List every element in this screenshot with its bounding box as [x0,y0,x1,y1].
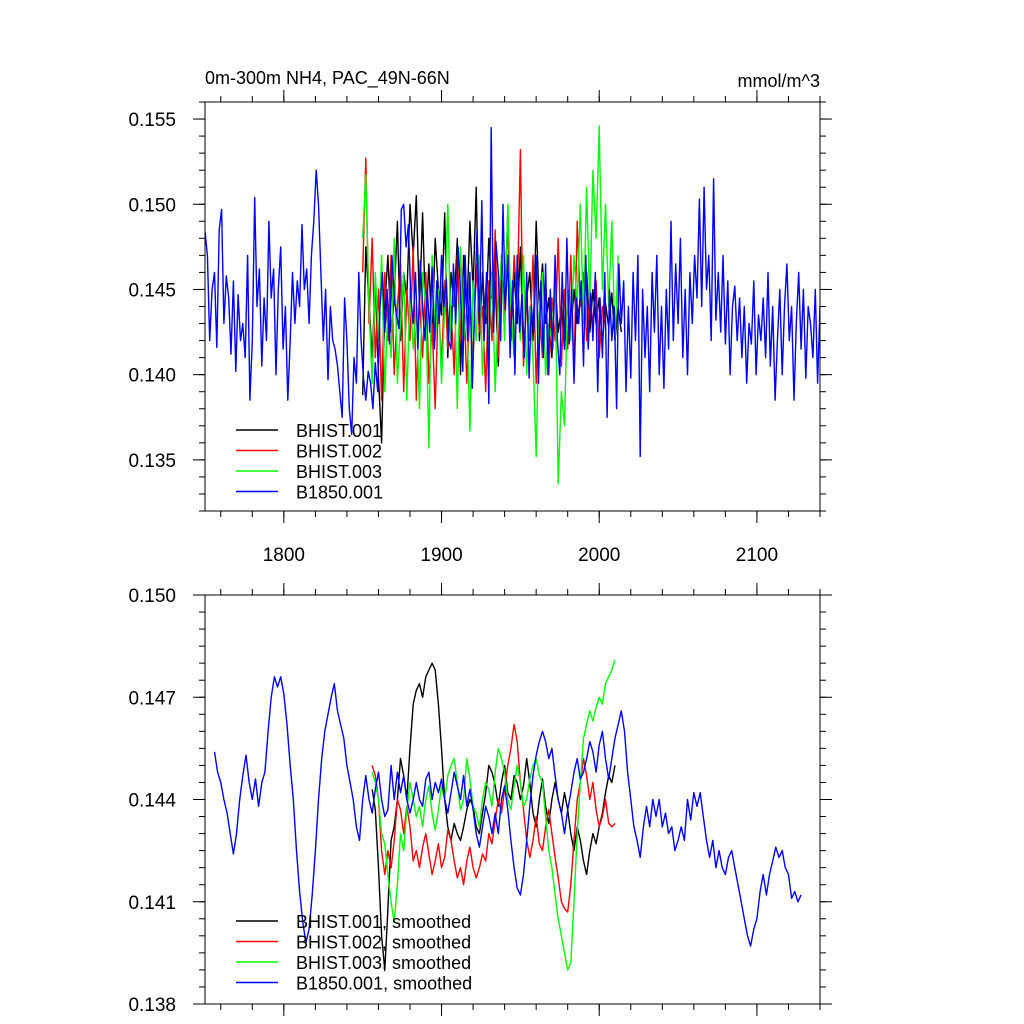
top-legend-label: BHIST.001 [296,421,382,441]
bottom-series-bhist-003-line [371,659,616,971]
top-legend-label: BHIST.003 [296,462,382,482]
top-legend-label: BHIST.002 [296,442,382,462]
top-plot-frame [204,101,821,512]
top-ytick-label: 0.135 [128,451,176,472]
bottom-legend-label: B1850.001, smoothed [296,974,472,994]
bottom-ytick-label: 0.141 [128,893,176,914]
bottom-legend-label: BHIST.003, smoothed [296,953,471,973]
bottom-ytick-label: 0.147 [128,688,176,709]
bottom-axes: 0.138 0.141 0.144 0.147 0.150 [128,583,832,1016]
bottom-series-bhist-001-line [371,662,616,971]
top-ytick-label: 0.150 [128,195,176,216]
bottom-legend-label: BHIST.002, smoothed [296,933,471,953]
top-axes: 0.135 0.140 0.145 0.150 0.155 1800 1900 2000 210… [128,90,832,566]
top-xtick-label: 1800 [263,545,305,566]
top-series-bhist-003-line [362,125,619,485]
top-ytick-label: 0.145 [128,280,176,301]
top-panel-title: 0m-300m NH4, PAC_49N-66N [205,68,450,89]
top-series-bhist-002-line [362,149,607,410]
top-panel-units: mmol/m^3 [738,71,820,91]
bottom-ytick-label: 0.138 [128,995,176,1016]
top-legend-label: B1850.001 [296,483,383,503]
top-panel: 0m-300m NH4, PAC_49N-66N mmol/m^3 0.1350… [128,68,832,566]
bottom-plot-frame [204,594,821,1005]
top-xtick-label: 2100 [736,545,778,566]
top-series-lines [205,125,820,485]
top-xtick-label: 1900 [420,545,462,566]
top-xtick-label: 2000 [578,545,620,566]
bottom-series-b1850-001-line [213,676,802,947]
bottom-series-lines [213,659,802,971]
bottom-panel: 0.138 0.141 0.144 0.147 0.150 BHIST.001, smo… [128,583,832,1016]
bottom-series-bhist-002-line [371,723,616,913]
top-ytick-label: 0.140 [128,366,176,387]
bottom-legend-label: BHIST.001, smoothed [296,912,471,932]
top-series-b1850-001-line [205,126,820,458]
top-ytick-label: 0.155 [128,110,176,131]
bottom-ytick-label: 0.150 [128,586,176,607]
bottom-ytick-label: 0.144 [128,791,176,812]
